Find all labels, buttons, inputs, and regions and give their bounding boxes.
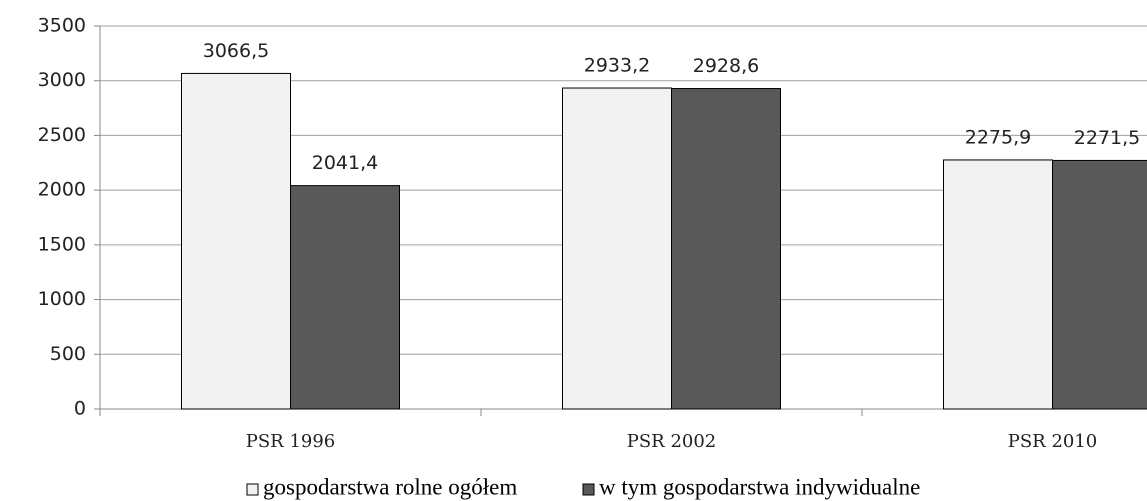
bar bbox=[671, 88, 781, 410]
bar bbox=[181, 72, 291, 410]
value-label: 2271,5 bbox=[1074, 127, 1140, 149]
legend-label: w tym gospodarstwa indywidualne bbox=[599, 474, 920, 499]
y-tick-label: 2500 bbox=[38, 124, 86, 146]
y-tick-label: 3500 bbox=[38, 15, 86, 37]
y-tick-label: 500 bbox=[50, 343, 86, 365]
value-label: 2933,2 bbox=[584, 55, 650, 77]
value-label: 2275,9 bbox=[965, 126, 1031, 148]
x-tick-label: PSR 2002 bbox=[627, 431, 717, 452]
legend-label: gospodarstwa rolne ogółem bbox=[263, 474, 517, 499]
y-tick-label: 1500 bbox=[38, 233, 86, 255]
bar bbox=[1052, 159, 1147, 410]
x-tick-label: PSR 2010 bbox=[1008, 431, 1098, 452]
bar bbox=[943, 159, 1053, 410]
y-tick-label: 2000 bbox=[38, 179, 86, 201]
y-tick-label: 3000 bbox=[38, 69, 86, 91]
value-label: 2041,4 bbox=[312, 152, 378, 174]
legend-swatch bbox=[246, 483, 259, 496]
bar bbox=[562, 87, 672, 410]
y-tick-label: 1000 bbox=[38, 288, 86, 310]
y-tick-label: 0 bbox=[74, 398, 86, 420]
value-label: 3066,5 bbox=[203, 40, 269, 62]
x-tick-label: PSR 1996 bbox=[246, 431, 336, 452]
bar bbox=[290, 185, 400, 410]
legend-swatch bbox=[582, 483, 595, 496]
value-label: 2928,6 bbox=[693, 55, 759, 77]
